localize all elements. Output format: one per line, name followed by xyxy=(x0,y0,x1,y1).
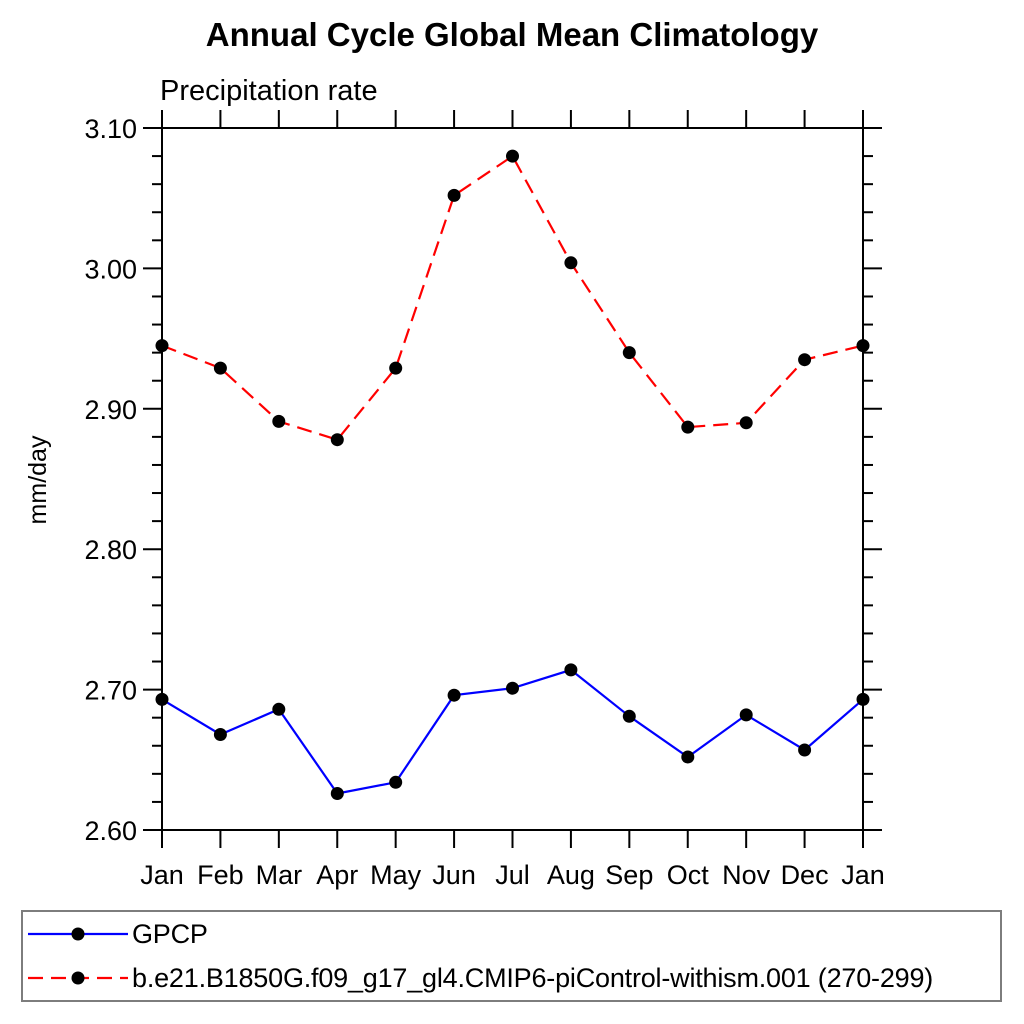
gpcp-legend-marker-dot xyxy=(71,927,85,941)
model-data-point-marker xyxy=(622,346,636,360)
x-axis-tick-label: Jan xyxy=(140,860,184,890)
model-data-point-marker xyxy=(389,361,403,375)
gpcp-data-point-marker xyxy=(330,787,344,800)
model-legend-label: b.e21.B1850G.f09_g17_gl4.CMIP6-piControl… xyxy=(132,962,934,993)
x-axis-tick-label: Sep xyxy=(605,860,653,890)
gpcp-data-point-marker xyxy=(681,750,695,764)
model-data-point-marker xyxy=(856,339,870,353)
x-axis-tick-label: Jan xyxy=(841,860,885,890)
x-axis-tick-label: Nov xyxy=(722,860,771,890)
model-data-point-marker xyxy=(564,256,578,270)
gpcp-data-point-marker xyxy=(798,743,812,757)
model-data-point-marker xyxy=(330,433,344,447)
data-series xyxy=(155,149,870,800)
model-series-line xyxy=(161,154,864,441)
x-axis-tick-label: Mar xyxy=(256,860,303,890)
y-axis-tick-label: 2.70 xyxy=(84,676,137,706)
x-axis-tick-label: Feb xyxy=(197,860,244,890)
x-axis-tick-label: May xyxy=(370,860,422,890)
axes: Jan Feb Mar Apr May Jun Jul Aug Sep Oct Nov Dec Jan 3… xyxy=(84,110,885,890)
gpcp-data-point-marker xyxy=(389,775,403,789)
y-axis-tick-label: 2.60 xyxy=(84,816,137,846)
x-axis-tick-label: Oct xyxy=(667,860,710,890)
gpcp-data-point-marker xyxy=(506,681,519,695)
model-data-point-marker xyxy=(681,420,695,434)
model-data-point-marker xyxy=(506,149,519,163)
y-axis-tick-label: 2.90 xyxy=(84,395,137,425)
x-axis-tick-label: Dec xyxy=(781,860,829,890)
model-data-point-marker xyxy=(447,188,461,202)
y-axis-label: mm/day xyxy=(24,435,52,524)
gpcp-data-point-marker xyxy=(622,709,636,723)
legend-row-model: b.e21.B1850G.f09_g17_gl4.CMIP6-piControl… xyxy=(23,956,1000,1000)
gpcp-data-point-marker xyxy=(856,692,870,706)
y-axis-tick-label: 3.10 xyxy=(84,114,137,144)
x-axis-tick-label: Apr xyxy=(316,860,358,890)
gpcp-data-point-marker xyxy=(272,702,286,716)
gpcp-legend-line-sample xyxy=(28,927,128,941)
legend-box: GPCP b.e21.B1850G.f09_g17_gl4.CMIP6-piCo… xyxy=(21,910,1002,1002)
chart-title: Annual Cycle Global Mean Climatology xyxy=(206,16,819,53)
gpcp-data-point-marker xyxy=(213,728,227,741)
x-axis-tick-label: Aug xyxy=(547,860,595,890)
model-data-point-marker xyxy=(798,353,812,367)
chart-subtitle: Precipitation rate xyxy=(160,75,378,107)
legend-row-gpcp: GPCP xyxy=(23,912,1000,956)
y-axis-tick-label: 2.80 xyxy=(84,535,137,565)
gpcp-data-point-marker xyxy=(155,692,169,706)
model-legend-marker-dot xyxy=(71,971,85,985)
plot-frame xyxy=(161,127,864,831)
model-data-point-marker xyxy=(739,416,753,430)
gpcp-data-point-marker xyxy=(564,663,578,677)
y-axis-tick-label: 3.00 xyxy=(84,254,137,284)
gpcp-data-point-marker xyxy=(739,708,753,722)
x-axis-tick-label: Jul xyxy=(495,860,530,890)
model-data-point-marker xyxy=(272,414,286,428)
model-data-point-marker xyxy=(155,339,169,353)
gpcp-data-point-marker xyxy=(447,688,461,702)
model-data-point-marker xyxy=(213,361,227,375)
gpcp-legend-label: GPCP xyxy=(132,918,208,949)
x-axis-tick-label: Jun xyxy=(432,860,476,890)
model-legend-line-sample xyxy=(28,971,128,985)
